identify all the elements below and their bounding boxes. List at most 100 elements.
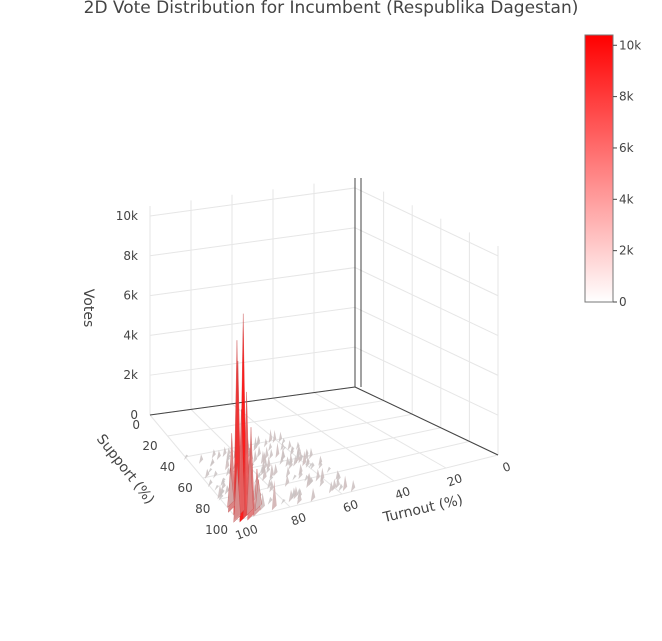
x-tick-label: 60 [341,497,360,515]
surface-spike [292,474,297,481]
surface-spike [326,466,331,473]
surface-spike [318,455,323,466]
surface-spike [261,464,266,476]
surface-spike [225,455,230,464]
surface-spike [290,492,296,499]
surface-spike [221,480,226,491]
surface-spike [288,458,293,470]
surface-spike [310,461,315,470]
surface-spike [319,475,324,487]
surface-spike [298,463,303,476]
surface-spike [268,429,273,444]
surface-spike [263,438,268,448]
surface-spike [221,477,226,484]
surface-spike [224,485,230,495]
surface-spike [183,454,189,461]
surface-spike [275,442,280,458]
surface-spike [222,446,227,458]
colorbar-tick-label: 2k [619,244,634,258]
surface-spike [280,499,286,505]
surface-spike [285,466,291,478]
surface-spike [267,496,273,505]
colorbar-tick-label: 0 [619,295,627,309]
surface-spike [207,479,213,488]
surface-mesh [183,313,356,523]
y-tick-label: 0 [132,418,140,432]
surface-spike [309,447,313,460]
surface-spike [253,442,258,448]
surface-spike [308,476,314,486]
surface-spike [225,467,231,477]
y-tick-label: 80 [195,502,210,516]
surface-spike [318,460,323,470]
surface-spike [280,441,285,451]
surface-spike [204,468,210,479]
surface-spike [338,483,343,492]
chart-title: 2D Vote Distribution for Incumbent (Resp… [84,0,579,18]
z-tick-label: 8k [123,249,138,263]
surface-spike [293,486,299,500]
surface-spike [268,442,272,452]
x-tick-label: 80 [289,510,308,528]
surface-spike [310,487,316,503]
colorbar-gradient [584,34,614,303]
surface-spike [269,479,274,493]
z-tick-label: 4k [123,328,138,342]
surface-spike [282,446,287,452]
scene-walls [145,178,512,455]
surface-spike [266,456,271,470]
surface-peak [237,409,245,517]
colorbar-tick-label: 10k [619,38,641,52]
y-tick-label: 40 [160,460,175,474]
surface-spike [297,487,302,500]
z-tick-label: 0 [130,408,138,422]
surface-spike [335,470,340,481]
z-tick-label: 6k [123,289,138,303]
surface-spike [256,472,262,480]
surface-peak [254,479,262,512]
surface-spike [273,463,278,477]
surface-spike [285,456,290,468]
surface-spike [295,441,300,450]
x-tick-label: 0 [501,459,513,475]
surface-spike [342,475,348,492]
colorbar: 0 2k 4k 6k 8k 10k [584,34,641,309]
surface-spike [293,455,298,467]
surface-spike [218,493,224,501]
surface-spike [298,469,303,480]
surface-spike [284,474,290,487]
y-tick-label: 20 [142,439,157,453]
surface-spike [336,472,341,483]
surface-spike [315,468,320,482]
surface-spike [213,470,218,479]
surface-spike [335,477,340,489]
colorbar-tick-label: 4k [619,192,634,206]
surface-spike [271,479,277,511]
surface-spike [257,445,261,458]
surface-peak [233,463,241,523]
surface-spike [298,449,303,464]
surface-spike [265,465,271,474]
surface-spike [306,472,312,485]
z-tick-label: 10k [116,209,138,223]
surface-spike [295,453,300,460]
y-tick-label: 60 [178,481,193,495]
x-tick-label: 40 [393,484,412,502]
x-tick-label: 20 [445,471,464,489]
axis-lines [149,178,499,456]
colorbar-tick-label: 8k [619,90,634,104]
surface-spike [253,449,258,464]
surface-peak [227,468,235,508]
surface-spike [219,488,225,496]
surface-spike [262,451,267,466]
surface-spike [272,429,277,444]
z-axis-title: Votes [80,289,96,327]
z-tick-label: 2k [123,368,138,382]
surface-spike [207,468,213,474]
surface-spike [288,489,294,503]
surface-spike [225,454,230,471]
surface-spike [287,460,292,466]
surface-spike [214,485,220,491]
surface-spike [211,449,216,459]
